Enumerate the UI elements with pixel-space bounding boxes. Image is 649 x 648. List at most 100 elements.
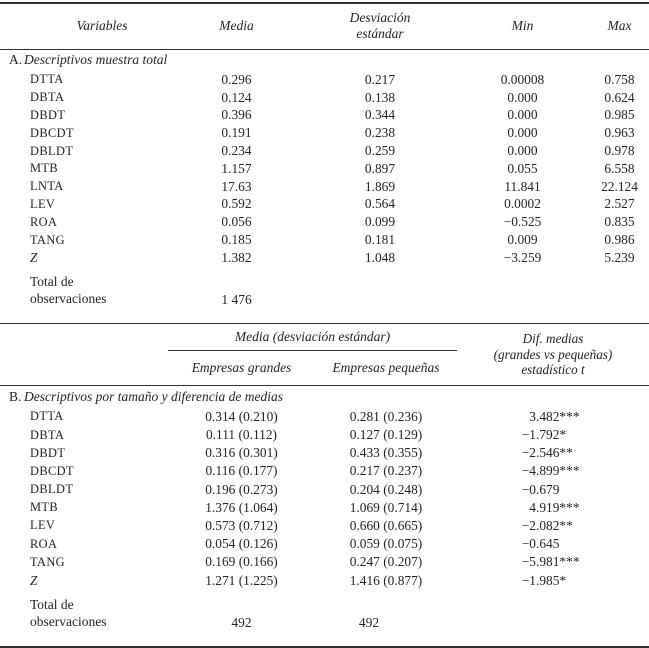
spacer-cell xyxy=(457,590,649,647)
tstat-value: 4.919*** xyxy=(529,499,580,515)
variable-label: DBTA xyxy=(30,427,65,442)
tstat-value: −0.645 xyxy=(521,536,560,552)
media-value: 0.056 xyxy=(221,214,252,230)
min-value: −3.259 xyxy=(503,249,542,265)
variable-label: LEV xyxy=(30,196,56,211)
section-a-title: Descriptivos muestra total xyxy=(24,52,168,67)
table-row: LEV 0.592 0.564 0.0002 2.527 xyxy=(0,196,649,214)
table-header-row: Variables Media Desviación estándar Min … xyxy=(0,3,649,50)
sd-value: 0.181 xyxy=(364,232,396,248)
variable-label: ROA xyxy=(30,536,58,551)
variable-label: DBDT xyxy=(30,107,66,122)
descriptives-table-panel-a: Variables Media Desviación estándar Min … xyxy=(0,2,649,324)
min-value: 0.000 xyxy=(507,89,538,105)
variable-label: TANG xyxy=(30,232,66,247)
table-row: MTB 1.157 0.897 0.055 6.558 xyxy=(0,160,649,178)
max-value: 2.527 xyxy=(604,196,635,212)
pequenas-value: 0.204 (0.248) xyxy=(349,481,423,497)
sd-value: 0.217 xyxy=(364,71,396,87)
tstat-value: −1.792* xyxy=(521,427,567,443)
section-b-title: Descriptivos por tamaño y diferencia de … xyxy=(24,388,283,404)
dif-header-line2: (grandes vs pequeñas) xyxy=(493,346,613,362)
total-observations-label: Total de observaciones xyxy=(30,596,107,630)
variable-label: DBTA xyxy=(30,90,65,105)
max-value: 5.239 xyxy=(604,249,635,265)
tstat-value: −2.546** xyxy=(521,445,573,461)
grandes-value: 1.271 (1.225) xyxy=(205,572,278,588)
variable-label: DBLDT xyxy=(30,482,74,497)
pequenas-value: 0.127 (0.129) xyxy=(349,427,423,443)
media-value: 0.234 xyxy=(221,143,252,159)
min-value: 11.841 xyxy=(504,178,541,194)
table-row: LEV 0.573 (0.712) 0.660 (0.665) −2.082** xyxy=(0,517,649,535)
media-value: 0.592 xyxy=(221,196,252,212)
grandes-value: 0.169 (0.166) xyxy=(205,554,278,570)
max-value: 22.124 xyxy=(601,178,638,194)
table-row: DBCDT 0.191 0.238 0.000 0.963 xyxy=(0,124,649,142)
table-row: ROA 0.056 0.099 −0.525 0.835 xyxy=(0,213,649,231)
pequenas-value: 0.217 (0.237) xyxy=(349,463,423,479)
grandes-value: 0.196 (0.273) xyxy=(205,481,278,497)
table-row: DBDT 0.396 0.344 0.000 0.985 xyxy=(0,107,649,125)
variable-label: DBDT xyxy=(30,445,66,460)
media-value: 0.124 xyxy=(221,89,252,105)
table-row: MTB 1.376 (1.064) 1.069 (0.714) 4.919*** xyxy=(0,499,649,517)
min-value: 0.000 xyxy=(507,107,538,123)
total-observations-label: Total de observaciones xyxy=(30,273,107,307)
pequenas-value: 0.660 (0.665) xyxy=(349,517,423,533)
total-observations-label-cell: Total de observaciones xyxy=(0,267,168,324)
total-observations-value: 1 476 xyxy=(221,291,252,307)
variable-label: MTB xyxy=(30,500,59,515)
tstat-value: −0.679 xyxy=(521,481,560,497)
table-row: TANG 0.185 0.181 0.009 0.986 xyxy=(0,231,649,249)
tstat-value: −2.082** xyxy=(521,517,573,533)
pequenas-value: 1.416 (0.877) xyxy=(349,572,423,588)
max-value: 6.558 xyxy=(604,160,635,176)
sd-value: 1.869 xyxy=(364,178,396,194)
sd-value: 0.897 xyxy=(364,160,396,176)
total-row: Total de observaciones 492 492 xyxy=(0,590,649,647)
media-value: 1.382 xyxy=(221,249,252,265)
max-value: 0.986 xyxy=(604,232,635,248)
table-row: DBDT 0.316 (0.301) 0.433 (0.355) −2.546*… xyxy=(0,444,649,462)
grandes-value: 0.573 (0.712) xyxy=(205,517,278,533)
min-value: 0.009 xyxy=(507,232,538,248)
pequenas-value: 0.247 (0.207) xyxy=(349,554,423,570)
grandes-value: 0.116 (0.177) xyxy=(205,463,278,479)
total-pequenas-value: 492 xyxy=(358,614,380,630)
variable-label: DBCDT xyxy=(30,125,74,140)
tstat-value: −1.985* xyxy=(521,572,567,588)
table-row: LNTA 17.63 1.869 11.841 22.124 xyxy=(0,178,649,196)
column-header-variables: Variables xyxy=(0,3,168,50)
spacer-cell xyxy=(0,323,168,387)
column-header-desviacion: Desviación estándar xyxy=(305,3,455,50)
sd-value: 0.259 xyxy=(364,143,396,159)
variable-label: Z xyxy=(30,572,38,588)
table-row: ROA 0.054 (0.126) 0.059 (0.075) −0.645 xyxy=(0,535,649,553)
column-header-media: Media xyxy=(168,3,305,50)
min-value: 0.00008 xyxy=(500,71,545,87)
sd-value: 0.344 xyxy=(364,107,396,123)
variable-label: DTTA xyxy=(30,409,64,424)
min-value: −0.525 xyxy=(503,214,542,230)
dif-header-line1: Dif. medias xyxy=(522,331,584,347)
column-header-desviacion-text: Desviación estándar xyxy=(349,10,411,42)
variable-label: Z xyxy=(30,249,38,265)
max-value: 0.963 xyxy=(604,125,635,141)
table-row: DBCDT 0.116 (0.177) 0.217 (0.237) −4.899… xyxy=(0,462,649,480)
section-b-title-cell: B. Descriptivos por tamaño y diferencia d… xyxy=(0,386,649,408)
table-row: Z 1.271 (1.225) 1.416 (0.877) −1.985* xyxy=(0,571,649,589)
table-row: TANG 0.169 (0.166) 0.247 (0.207) −5.981*… xyxy=(0,553,649,571)
grandes-value: 0.111 (0.112) xyxy=(205,427,278,443)
total-grandes-value: 492 xyxy=(231,614,252,630)
table-row: DBLDT 0.196 (0.273) 0.204 (0.248) −0.679 xyxy=(0,481,649,499)
pequenas-value: 0.059 (0.075) xyxy=(349,536,423,552)
group-header-media-sd: Media (desviación estándar) xyxy=(168,323,457,352)
column-header-dif-medias: Dif. medias (grandes vs pequeñas) estadí… xyxy=(457,323,649,387)
section-a-title-cell: A. Descriptivos muestra total xyxy=(0,49,649,71)
media-value: 0.296 xyxy=(221,71,252,87)
section-b-row: B. Descriptivos por tamaño y diferencia d… xyxy=(0,386,649,408)
table-subheader-row: Empresas grandes Empresas pequeñas xyxy=(0,350,649,387)
sd-value: 0.138 xyxy=(364,89,396,105)
tstat-value: −4.899*** xyxy=(521,463,580,479)
